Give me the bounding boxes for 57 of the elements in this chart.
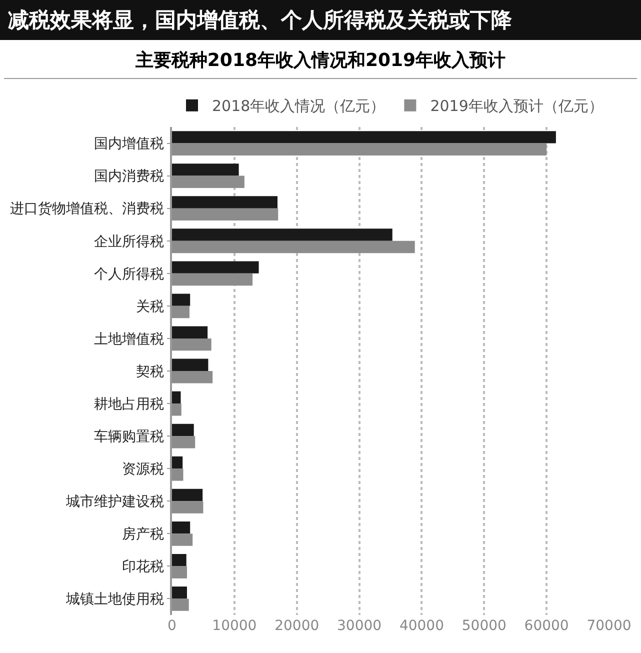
x-tick-label: 30000 (337, 618, 382, 634)
bar (172, 228, 392, 241)
x-tick-label: 20000 (274, 618, 320, 634)
bar (172, 176, 244, 188)
x-tick-label: 10000 (212, 618, 257, 634)
y-tick-label: 车辆购置税 (94, 428, 164, 445)
bar (172, 143, 547, 156)
bar (172, 326, 208, 338)
bar (172, 586, 187, 599)
y-tick-label: 国内增值税 (94, 136, 164, 152)
bar (172, 306, 190, 318)
x-tick-label: 50000 (462, 618, 506, 634)
bar (172, 131, 556, 144)
y-tick-label: 土地增值税 (94, 331, 164, 348)
bar (172, 436, 196, 448)
bar (172, 273, 253, 286)
bar (172, 456, 183, 469)
bar (172, 358, 208, 371)
y-tick-label: 国内消费税 (94, 168, 164, 185)
legend-label: 2018年收入情况（亿元） (212, 97, 386, 116)
bar (172, 554, 186, 566)
bar (172, 164, 239, 176)
chart-subtitle: 主要税种2018年收入情况和2019年收入预计 (4, 40, 637, 79)
y-tick-label: 城镇土地使用税 (65, 592, 164, 608)
chart-title: 减税效果将显，国内增值税、个人所得税及关税或下降 (0, 0, 641, 40)
y-tick-label: 关税 (136, 298, 164, 315)
y-tick-label: 房产税 (122, 526, 164, 543)
x-tick-label: 0 (168, 618, 176, 634)
y-tick-label: 资源税 (122, 462, 164, 478)
x-tick-label: 60000 (524, 618, 569, 634)
y-tick-label: 进口货物增值税、消费税 (10, 201, 164, 218)
bar (172, 208, 278, 221)
bar (172, 521, 190, 534)
y-tick-label: 耕地占用税 (94, 396, 164, 412)
bar (172, 404, 182, 416)
y-tick-label: 城市维护建设税 (65, 494, 164, 510)
bar (172, 501, 204, 514)
y-tick-label: 印花税 (122, 559, 164, 576)
bar (172, 534, 193, 546)
y-tick-label: 企业所得税 (94, 234, 164, 250)
bar (172, 240, 415, 254)
bar (172, 424, 194, 436)
y-tick-label: 个人所得税 (94, 266, 164, 282)
bar (172, 488, 203, 502)
bar (172, 196, 278, 208)
x-tick-label: 70000 (586, 618, 632, 634)
bar (172, 391, 181, 404)
x-tick-label: 40000 (399, 618, 444, 634)
bar (172, 598, 189, 611)
y-tick-label: 契税 (136, 364, 164, 380)
bar (172, 468, 184, 481)
bar (172, 294, 190, 306)
bar (172, 371, 213, 384)
legend-label: 2019年收入预计（亿元） (430, 97, 604, 116)
bar (172, 338, 212, 351)
bar (172, 566, 187, 578)
bar (172, 261, 259, 274)
